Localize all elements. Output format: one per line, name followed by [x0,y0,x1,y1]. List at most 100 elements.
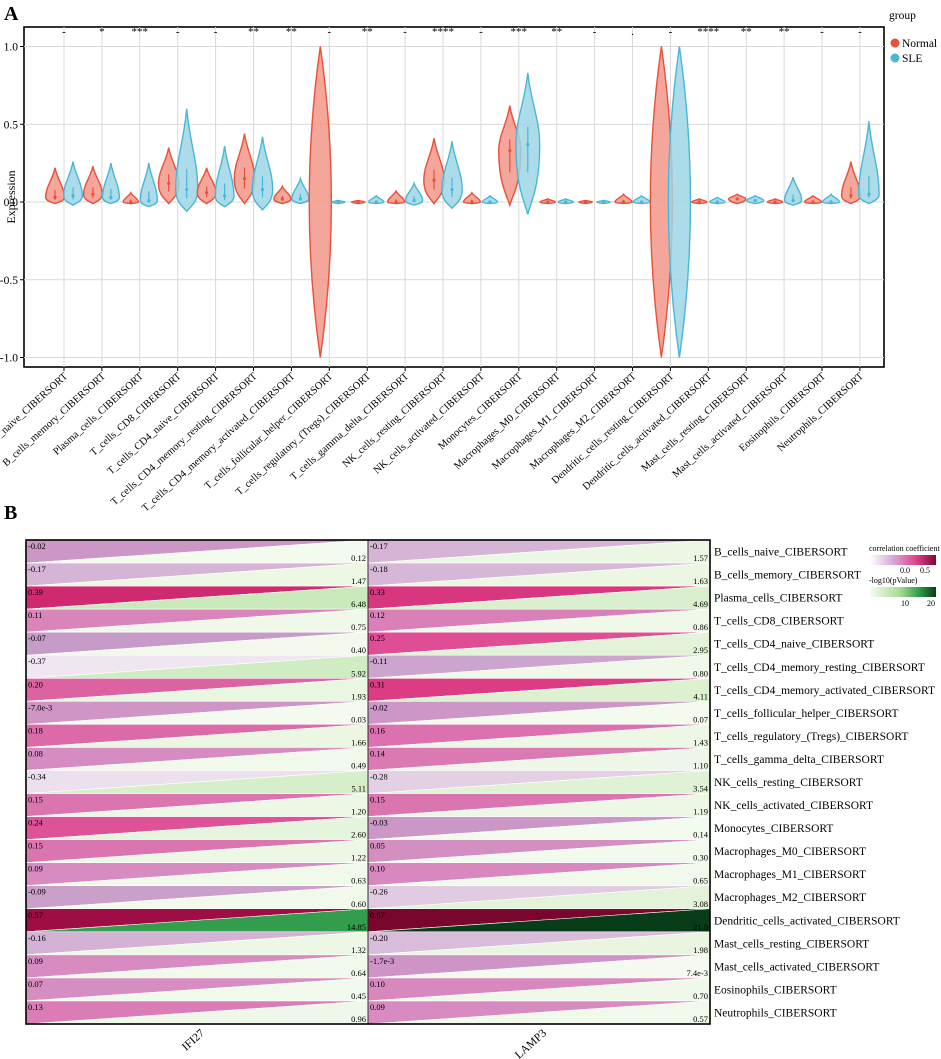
pvalue-label: 0.64 [351,968,367,978]
violin-median-point [432,178,436,182]
heatmap-legend: correlation coefficient 0.0 0.5 -log10(p… [869,544,940,608]
violin-sle-t-cells-cd8-cibersort [174,108,199,213]
corr-value-label: -0.17 [370,541,388,551]
panel-b-label: B [4,502,17,524]
corr-value-label: -0.03 [370,818,388,828]
corr-value-label: 0.57 [28,910,43,920]
violin-median-point [450,187,454,192]
pvalue-label: 0.12 [351,553,366,563]
heatmap-row-label: Neutrophils_CIBERSORT [714,1007,837,1019]
violin-median-point [753,198,757,203]
pvalue-label: 1.10 [693,760,708,770]
violin-median-point [356,200,360,204]
corr-value-label: 0.13 [28,1002,43,1012]
significance-mark: ** [779,26,790,38]
heatmap-row-label: T_cells_follicular_helper_CIBERSORT [714,708,899,720]
pvalue-label: 0.96 [351,1014,366,1024]
legend-label-normal: Normal [902,38,937,50]
significance-mark: **** [697,26,719,38]
pvalue-label: 2.60 [351,830,366,840]
heatmap-row-label: B_cells_memory_CIBERSORT [714,570,861,582]
corr-value-label: -0.17 [28,564,46,574]
corr-value-label: -0.16 [28,933,46,943]
legend-corr-bar [870,555,936,565]
heatmap-labels: -0.02 0.12 -0.17 1.47 0.39 6.48 0.11 0.75 -0.07 0… [28,541,935,1059]
corr-value-label: 0.15 [28,841,43,851]
violin-median-point [374,200,378,204]
corr-value-label: 0.05 [370,841,385,851]
violin-median-point [185,187,189,192]
violin-normal-t-cells-cd4-naive-cibersort [196,167,217,205]
pvalue-label: 0.03 [351,714,366,724]
significance-mark: - [858,26,862,38]
corr-value-label: -0.34 [28,771,46,781]
violin-sle-t-cells-cd4-memory-resting-cibersort [251,136,274,211]
violin-median-point [602,200,606,204]
violin-median-point [829,200,833,204]
violin-median-point [508,149,512,153]
legend-swatch-sle [890,53,900,63]
significance-mark: ** [248,26,259,38]
pvalue-label: 5.92 [351,668,366,678]
violin-series [44,46,880,358]
heatmap-row-label: Macrophages_M1_CIBERSORT [714,869,866,881]
legend-p-bar [870,587,936,597]
corr-value-label: 0.24 [28,818,44,828]
pvalue-label: 1.63 [693,576,708,586]
legend-p-tick-1: 20 [927,599,935,608]
pvalue-label: 2.95 [693,645,708,655]
heatmap-row-label: B_cells_naive_CIBERSORT [714,547,847,559]
violin-normal-b-cells-memory-cibersort [82,166,103,205]
pvalue-label: 0.65 [693,876,708,886]
heatmap-row-label: NK_cells_resting_CIBERSORT [714,777,863,789]
significance-mark: - [593,26,597,38]
corr-value-label: 0.25 [370,633,385,643]
violin-legend: group Normal SLE [889,10,937,65]
pvalue-label: 0.86 [693,622,708,632]
violin-median-point [167,181,171,185]
heatmap-row-label: Mast_cells_activated_CIBERSORT [714,961,879,973]
violin-median-point [526,142,530,147]
significance-mark: . [631,26,634,38]
legend-corr-title: correlation coefficient [869,544,940,553]
significance-mark: - [820,26,824,38]
violin-median-point [394,200,398,204]
violin-median-point [639,200,644,204]
significance-mark: ** [362,26,373,38]
legend-p-tick-0: 10 [901,599,909,608]
corr-value-label: -0.37 [28,656,46,666]
y-tick-label: 0.5 [4,119,19,131]
corr-value-label: -0.02 [28,541,46,551]
violin-sle-t-cells-cd4-naive-cibersort [214,145,235,208]
pvalue-label: 4.11 [693,691,708,701]
corr-value-label: 0.10 [370,864,385,874]
significance-mark: - [214,26,218,38]
pvalue-label: 0.40 [351,645,366,655]
violin-median-point [298,197,302,201]
significance-mark: - [176,26,180,38]
heatmap-row-label: T_cells_regulatory_(Tregs)_CIBERSORT [714,731,908,743]
violin-median-point [223,194,227,198]
violin-sle-mast-cells-activated-cibersort [783,176,803,206]
legend-p-title: -log10(pValue) [869,576,918,585]
corr-value-label: -0.28 [370,771,388,781]
correlation-heatmap: -0.02 0.12 -0.17 1.47 0.39 6.48 0.11 0.75 -0.07 0… [25,539,940,1059]
violin-median-point [621,200,626,204]
corr-value-label: 0.18 [28,725,43,735]
legend-swatch-normal [890,38,900,48]
violin-median-point [53,195,57,199]
violin-median-point [488,200,492,204]
legend-title: group [889,10,916,22]
heatmap-row-label: Macrophages_M0_CIBERSORT [714,846,866,858]
corr-value-label: -0.20 [370,933,388,943]
significance-mark: **** [432,26,454,38]
corr-value-label: -0.26 [370,887,388,897]
corr-value-label: 0.12 [370,610,385,620]
pvalue-label: 0.30 [693,853,708,863]
pvalue-label: 0.63 [351,876,366,886]
y-axis-label: Expression [4,170,18,223]
heatmap-row-label: NK_cells_activated_CIBERSORT [714,800,873,812]
heatmap-column-label: IFI27 [180,1027,207,1053]
corr-value-label: -0.07 [28,633,46,643]
heatmap-row-label: T_cells_CD8_CIBERSORT [714,616,844,628]
